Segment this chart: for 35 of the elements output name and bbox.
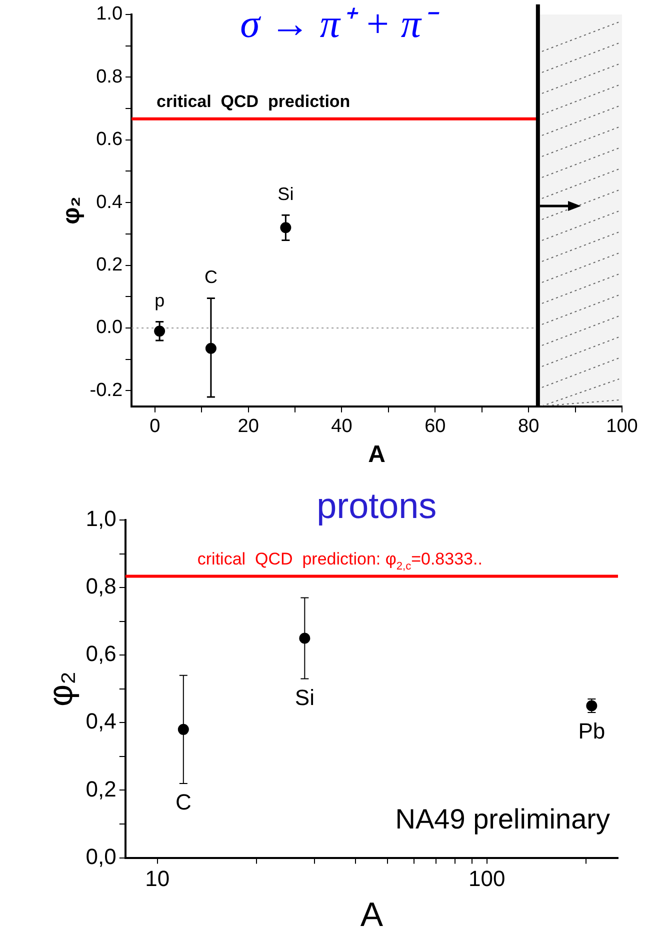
- y-tick-label: 0.6: [96, 129, 123, 150]
- annotation: C: [204, 267, 218, 288]
- x-axis-title: A: [360, 896, 384, 934]
- chart-title: protons: [316, 484, 437, 526]
- y-tick-label: 0,2: [86, 776, 116, 802]
- annotation: Si: [278, 184, 294, 204]
- y-axis-title: φ₂: [58, 196, 86, 224]
- annotation: NA49 preliminary: [395, 804, 610, 835]
- ref-line-label: critical QCD prediction: [156, 92, 350, 111]
- x-tick-label: 20: [238, 416, 259, 438]
- y-tick-label: 0.0: [96, 317, 123, 338]
- y-tick-label: 0,8: [86, 574, 116, 599]
- annotation: Pb: [578, 718, 606, 744]
- annotation: C: [175, 790, 192, 815]
- x-tick-label: 0: [150, 416, 160, 438]
- x-tick-label: 40: [331, 416, 352, 438]
- annotation: p: [154, 290, 165, 311]
- y-axis-title: φ₂: [42, 671, 80, 707]
- y-tick-label: 0,6: [86, 641, 116, 666]
- annotation: Si: [294, 684, 314, 710]
- y-tick-label: 0,4: [86, 708, 116, 734]
- y-tick-label: 0.4: [96, 192, 123, 213]
- x-axis-title: A: [368, 441, 386, 468]
- y-tick-label: 0.2: [96, 254, 123, 276]
- x-tick-label: 10: [145, 866, 170, 892]
- y-tick-label: 0.8: [96, 66, 123, 88]
- x-tick-label: 100: [468, 866, 506, 892]
- y-tick-label: -0.2: [90, 380, 123, 401]
- x-tick-label: 60: [424, 416, 446, 438]
- x-tick-label: 100: [606, 416, 638, 438]
- x-tick-label: 80: [518, 416, 540, 438]
- y-tick-label: 1.0: [96, 4, 123, 25]
- y-tick-label: 0,0: [86, 844, 116, 869]
- chart-title: σ → π⁺ + π⁻: [240, 0, 440, 46]
- y-tick-label: 1,0: [86, 506, 116, 532]
